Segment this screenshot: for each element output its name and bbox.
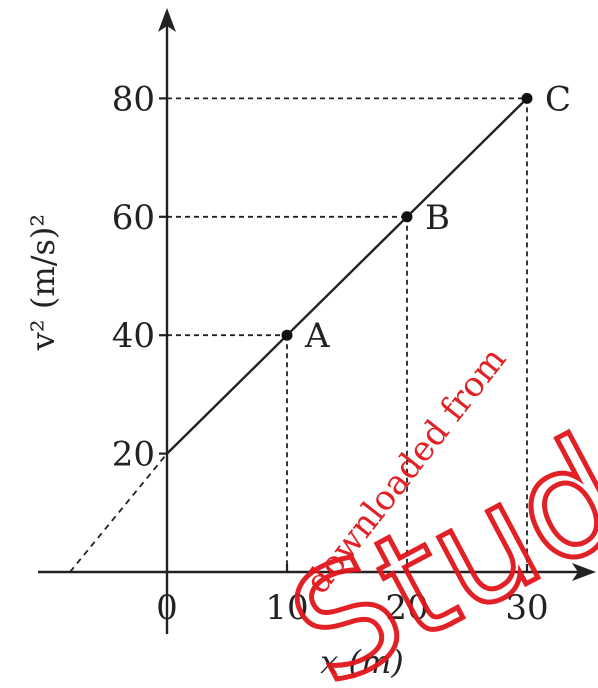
axis-ticks: [159, 97, 529, 572]
point-label-b: B: [425, 198, 450, 238]
data-points: [281, 92, 533, 341]
point-a: [281, 329, 293, 341]
y-axis-arrow-icon: [158, 8, 176, 32]
axes: [38, 8, 596, 634]
x-axis-label: x (m): [320, 643, 404, 681]
y-tick-label-60: 60: [112, 198, 155, 238]
point-c: [521, 92, 533, 104]
x-tick-label-30: 30: [505, 588, 548, 628]
y-tick-label-80: 80: [112, 79, 155, 119]
point-label-c: C: [545, 79, 571, 119]
x-tick-label-10: 10: [265, 588, 308, 628]
point-b: [401, 211, 413, 223]
extrapolation-line: [69, 453, 168, 573]
x-tick-label-20: 20: [385, 588, 428, 628]
dashed-guides: [167, 97, 528, 572]
y-axis-label: v² (m/s)²: [24, 214, 62, 351]
series-lines: [69, 97, 528, 573]
y-tick-label-40: 40: [112, 316, 155, 356]
x-tick-label-0: 0: [156, 588, 178, 628]
series-line: [166, 97, 528, 455]
x-axis-arrow-icon: [572, 563, 596, 581]
tick-labels: 20 40 60 80 0 10 20 30 A B C: [112, 79, 571, 628]
y-tick-label-20: 20: [112, 435, 155, 475]
point-label-a: A: [304, 316, 330, 356]
